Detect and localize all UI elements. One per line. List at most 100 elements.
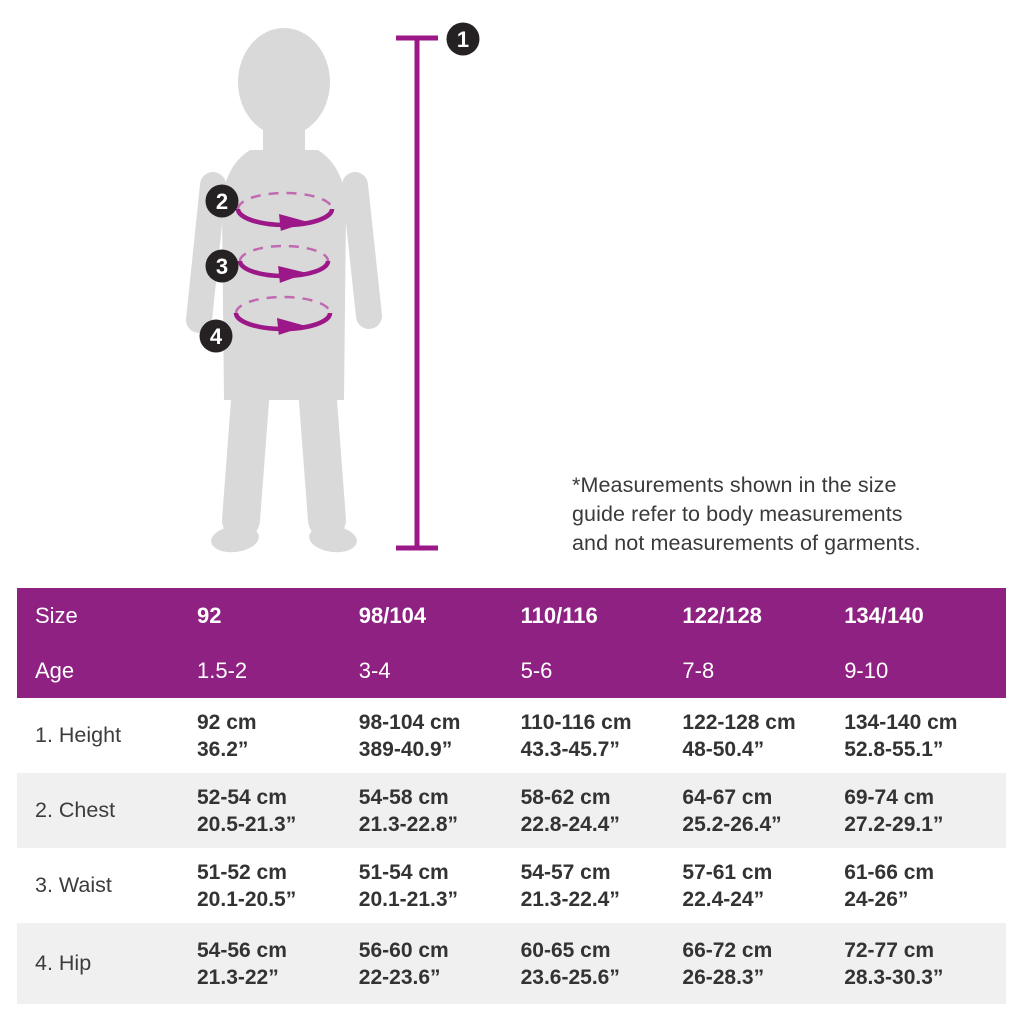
height-122-128-cm: 122-128 cm xyxy=(682,710,796,734)
waist-98-104-in: 20.1-21.3” xyxy=(358,887,459,911)
note-line-3: and not measurements of garments. xyxy=(572,531,921,555)
chest-98-104-cm: 54-58 cm xyxy=(358,785,449,809)
chest-134-140: 69-74 cm 27.2-29.1” xyxy=(844,784,1006,838)
hip-134-140-cm: 72-77 cm xyxy=(844,938,935,962)
chest-122-128-in: 25.2-26.4” xyxy=(682,812,782,836)
height-98-104: 98-104 cm 389-40.9” xyxy=(359,709,521,763)
table-row-height: 1. Height 92 cm 36.2” 98-104 cm 389-40.9… xyxy=(17,698,1006,773)
waist-92: 51-52 cm 20.1-20.5” xyxy=(197,859,359,913)
chest-110-116-cm: 58-62 cm xyxy=(520,785,611,809)
waist-110-116-cm: 54-57 cm xyxy=(520,860,611,884)
row-label-height: 1. Height xyxy=(35,723,122,747)
hip-134-140: 72-77 cm 28.3-30.3” xyxy=(844,937,1006,991)
marker-number-3: 3 xyxy=(216,254,228,279)
marker-badge-height: 1 xyxy=(446,22,480,56)
waist-92-in: 20.1-20.5” xyxy=(197,887,297,911)
row-label-hip: 4. Hip xyxy=(35,951,92,975)
height-134-140-cm: 134-140 cm xyxy=(844,710,958,734)
chest-92-in: 20.5-21.3” xyxy=(197,812,297,836)
chest-134-140-in: 27.2-29.1” xyxy=(844,812,944,836)
waist-122-128-cm: 57-61 cm xyxy=(682,860,773,884)
measurements-note: *Measurements shown in the size guide re… xyxy=(572,471,962,558)
child-silhouette-graphic xyxy=(186,28,382,553)
waist-122-128: 57-61 cm 22.4-24” xyxy=(682,859,844,913)
waist-measure-ellipse xyxy=(237,244,331,283)
height-110-116: 110-116 cm 43.3-45.7” xyxy=(521,709,683,763)
hip-98-104-cm: 56-60 cm xyxy=(358,938,449,962)
hip-134-140-in: 28.3-30.3” xyxy=(844,965,944,989)
header-age-label: Age xyxy=(35,657,75,683)
height-measure-line xyxy=(396,35,438,551)
hip-92-in: 21.3-22” xyxy=(197,965,279,989)
marker-number-1: 1 xyxy=(457,27,469,52)
height-134-140: 134-140 cm 52.8-55.1” xyxy=(844,709,1006,763)
hip-122-128-in: 26-28.3” xyxy=(682,965,765,989)
chest-110-116-in: 22.8-24.4” xyxy=(520,812,620,836)
hip-98-104-in: 22-23.6” xyxy=(358,965,441,989)
header-size-134-140: 134/140 xyxy=(844,602,924,628)
header-size-label: Size xyxy=(35,602,78,628)
hip-98-104: 56-60 cm 22-23.6” xyxy=(359,937,521,991)
waist-110-116: 54-57 cm 21.3-22.4” xyxy=(521,859,683,913)
header-size-122-128: 122/128 xyxy=(682,602,762,628)
header-age-1: 1.5-2 xyxy=(197,657,248,683)
waist-98-104-cm: 51-54 cm xyxy=(358,860,449,884)
chest-110-116: 58-62 cm 22.8-24.4” xyxy=(521,784,683,838)
waist-122-128-in: 22.4-24” xyxy=(682,887,765,911)
hip-measure-ellipse xyxy=(233,295,333,335)
table-row-waist: 3. Waist 51-52 cm 20.1-20.5” 51-54 cm 20… xyxy=(17,848,1006,923)
hip-122-128-cm: 66-72 cm xyxy=(682,938,773,962)
height-110-116-cm: 110-116 cm xyxy=(520,710,632,734)
waist-98-104: 51-54 cm 20.1-21.3” xyxy=(359,859,521,913)
chest-measure-ellipse xyxy=(235,191,335,231)
chest-122-128-cm: 64-67 cm xyxy=(682,785,773,809)
waist-110-116-in: 21.3-22.4” xyxy=(520,887,620,911)
waist-134-140-in: 24-26” xyxy=(844,887,909,911)
row-label-waist: 3. Waist xyxy=(35,873,112,897)
hip-122-128: 66-72 cm 26-28.3” xyxy=(682,937,844,991)
waist-134-140: 61-66 cm 24-26” xyxy=(844,859,1006,913)
header-age-2: 3-4 xyxy=(358,657,391,683)
hip-92-cm: 54-56 cm xyxy=(197,938,287,962)
header-age-5: 9-10 xyxy=(844,657,889,683)
marker-badges: 1 2 3 4 xyxy=(199,22,480,353)
header-size-row: Size 92 98/104 110/116 122/128 134/140 xyxy=(17,588,1006,643)
measurement-figure: 1 2 3 4 xyxy=(186,22,480,553)
chest-92: 52-54 cm 20.5-21.3” xyxy=(197,784,359,838)
header-size-92: 92 xyxy=(197,602,222,628)
marker-number-2: 2 xyxy=(216,189,228,214)
hip-110-116-in: 23.6-25.6” xyxy=(520,965,620,989)
header-age-row: Age 1.5-2 3-4 5-6 7-8 9-10 xyxy=(17,643,1006,698)
note-line-2: guide refer to body measurements xyxy=(572,502,903,526)
marker-badge-hip: 4 xyxy=(199,319,233,353)
hip-110-116-cm: 60-65 cm xyxy=(520,938,611,962)
height-134-140-in: 52.8-55.1” xyxy=(844,737,944,761)
size-table-header: Size 92 98/104 110/116 122/128 134/140 A… xyxy=(17,588,1006,698)
height-110-116-in: 43.3-45.7” xyxy=(520,737,620,761)
height-122-128: 122-128 cm 48-50.4” xyxy=(682,709,844,763)
hip-92: 54-56 cm 21.3-22” xyxy=(197,937,359,991)
chest-122-128: 64-67 cm 25.2-26.4” xyxy=(682,784,844,838)
chest-98-104: 54-58 cm 21.3-22.8” xyxy=(359,784,521,838)
chest-134-140-cm: 69-74 cm xyxy=(844,785,935,809)
size-table: Size 92 98/104 110/116 122/128 134/140 A… xyxy=(17,588,1006,1004)
table-row-chest: 2. Chest 52-54 cm 20.5-21.3” 54-58 cm 21… xyxy=(17,773,1006,848)
note-line-1: *Measurements shown in the size xyxy=(572,473,897,497)
header-age-4: 7-8 xyxy=(682,657,715,683)
waist-134-140-cm: 61-66 cm xyxy=(844,860,935,884)
height-98-104-in: 389-40.9” xyxy=(358,737,453,761)
marker-number-4: 4 xyxy=(210,324,223,349)
height-122-128-in: 48-50.4” xyxy=(682,737,765,761)
header-size-98-104: 98/104 xyxy=(358,602,427,628)
height-92-cm: 92 cm xyxy=(197,710,257,734)
marker-badge-waist: 3 xyxy=(205,249,239,283)
marker-badge-chest: 2 xyxy=(205,184,239,218)
header-size-110-116: 110/116 xyxy=(520,602,598,628)
chest-98-104-in: 21.3-22.8” xyxy=(358,812,459,836)
waist-92-cm: 51-52 cm xyxy=(197,860,287,884)
header-age-3: 5-6 xyxy=(520,657,553,683)
hip-110-116: 60-65 cm 23.6-25.6” xyxy=(521,937,683,991)
chest-92-cm: 52-54 cm xyxy=(197,785,287,809)
row-label-chest: 2. Chest xyxy=(35,798,116,822)
